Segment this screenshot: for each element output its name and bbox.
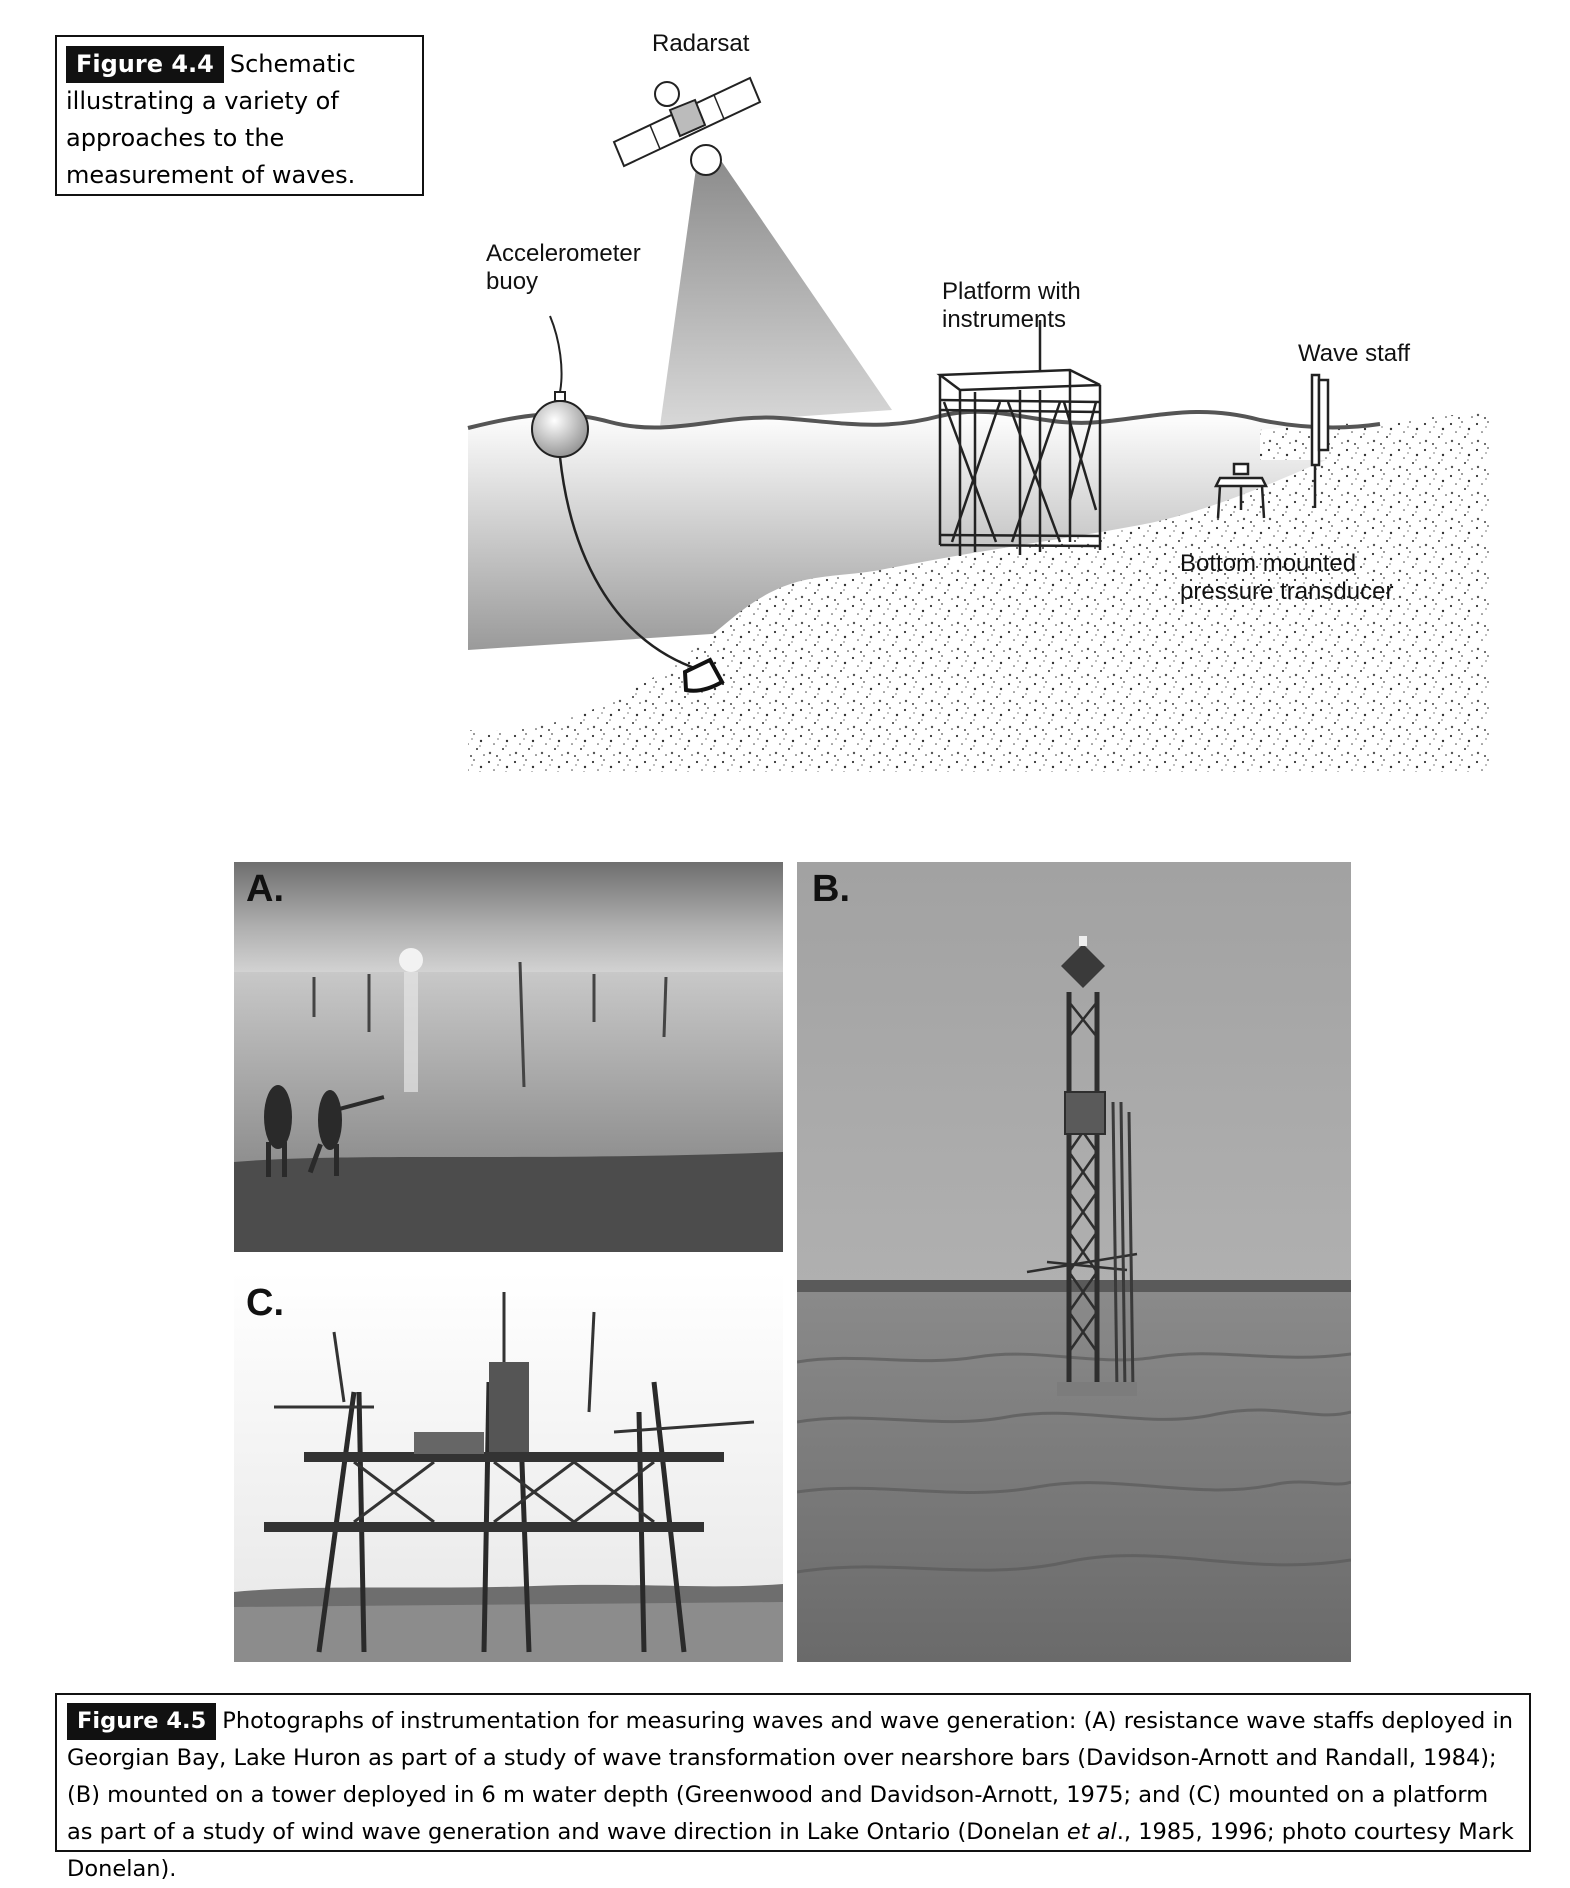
transducer-label: Bottom mounted pressure transducer bbox=[1180, 550, 1394, 605]
figure-4-5-text-pre: Photographs of instrumentation for measu… bbox=[67, 1708, 1513, 1845]
instrument-platform-icon bbox=[936, 320, 1102, 556]
figure-4-4-tag: Figure 4.4 bbox=[66, 46, 224, 83]
buoy-label: Accelerometer buoy bbox=[486, 240, 641, 295]
figure-4-5-caption: Figure 4.5 Photographs of instrumentation… bbox=[55, 1693, 1531, 1882]
figure-4-4-caption: Figure 4.4 Schematic illustrating a varie… bbox=[55, 35, 424, 196]
satellite-icon bbox=[612, 76, 762, 176]
pressure-transducer-icon bbox=[1213, 462, 1269, 519]
figure-4-5-text-em: et al bbox=[1066, 1819, 1117, 1845]
wave-staff-icon bbox=[1310, 373, 1330, 508]
figure-4-4-text: Schematic illustrating a variety of appr… bbox=[66, 50, 356, 189]
photo-a-beach-wave-staffs bbox=[234, 862, 783, 1252]
wave-measurement-schematic: Radarsat Accelerometer buoy Platform wit… bbox=[460, 30, 1500, 790]
platform-label: Platform with instruments bbox=[942, 278, 1081, 333]
wave-staff-label: Wave staff bbox=[1298, 340, 1411, 367]
panel-b-label: B. bbox=[812, 868, 850, 910]
photo-b-tower bbox=[797, 862, 1351, 1662]
radar-beam bbox=[660, 154, 892, 426]
photo-c-platform bbox=[234, 1272, 783, 1662]
panel-c-label: C. bbox=[246, 1282, 284, 1324]
panel-a-label: A. bbox=[246, 868, 284, 910]
schematic-drawing bbox=[467, 76, 1490, 772]
accelerometer-buoy-icon bbox=[531, 315, 725, 693]
radarsat-label: Radarsat bbox=[652, 30, 750, 57]
figure-4-5-tag: Figure 4.5 bbox=[67, 1703, 217, 1740]
